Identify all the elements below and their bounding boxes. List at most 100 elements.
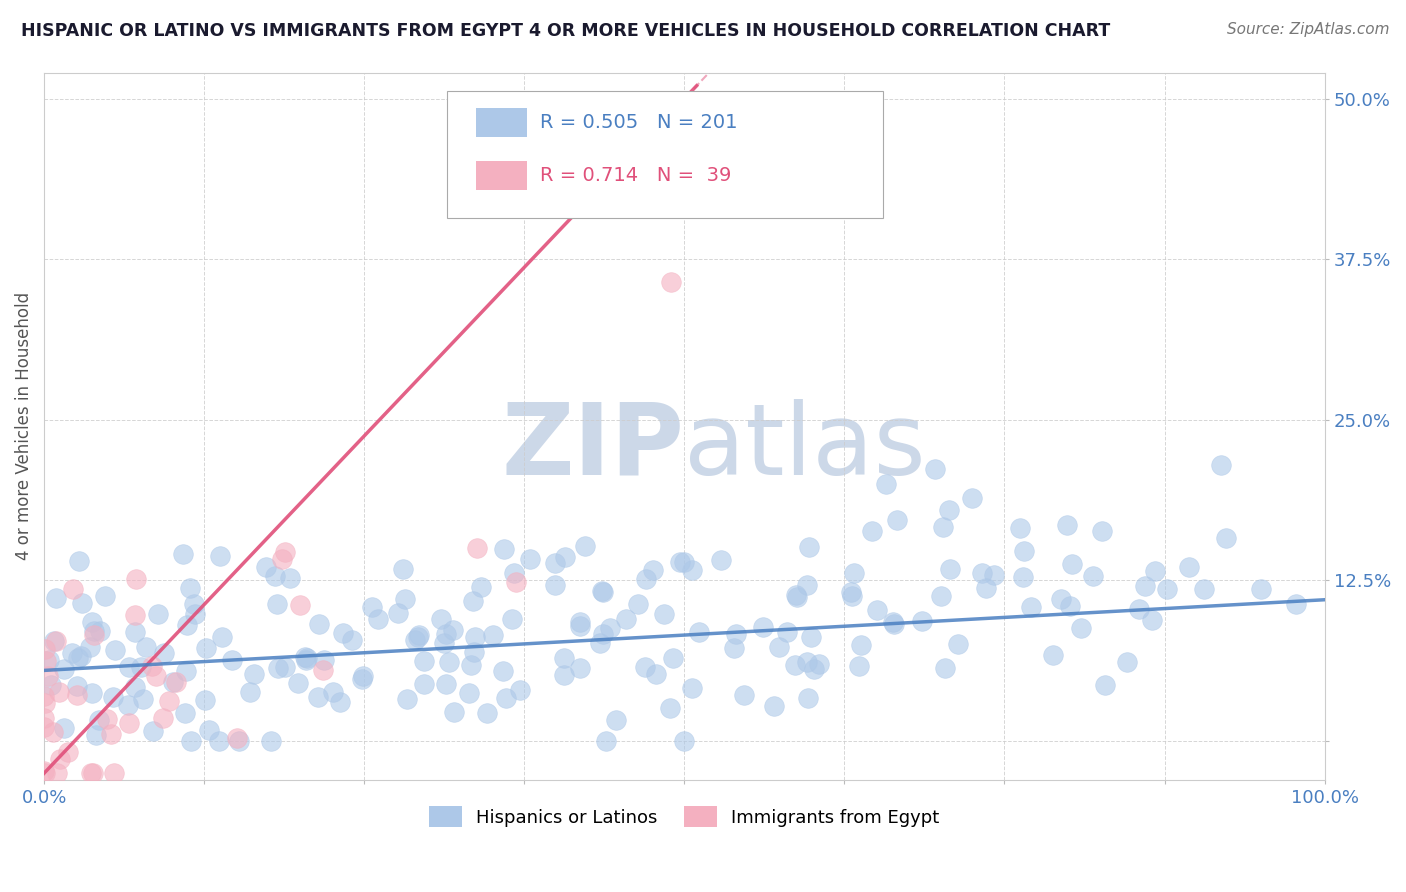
Point (641, 563, 664, 577)
Point (492, 664, 515, 678)
Point (673, 556, 696, 570)
Point (264, 568, 287, 582)
Point (118, 660, 141, 674)
Point (332, 626, 354, 640)
Point (848, 659, 870, 673)
Point (42, 724, 65, 739)
Point (501, 612, 523, 626)
Point (406, 630, 429, 644)
Point (569, 615, 592, 630)
Point (1192, 582, 1215, 597)
Point (924, 462, 946, 476)
Point (32, 764, 55, 778)
Point (554, 550, 576, 565)
Point (34, 711, 56, 725)
Point (1060, 557, 1083, 571)
Point (595, 734, 617, 748)
Point (329, 695, 352, 709)
Point (94, 589, 117, 603)
Point (314, 653, 336, 667)
Point (475, 706, 498, 720)
Point (659, 275, 682, 289)
Point (34, 696, 56, 710)
Point (866, 603, 889, 617)
Point (172, 547, 194, 561)
Point (413, 677, 436, 691)
Point (404, 632, 426, 647)
Point (174, 664, 197, 678)
Point (505, 574, 527, 589)
Point (70, 648, 93, 663)
Point (66, 688, 89, 702)
Point (929, 589, 952, 603)
Point (1094, 678, 1116, 692)
Point (179, 582, 201, 596)
Point (1070, 621, 1092, 635)
Point (80, 615, 103, 629)
Point (439, 655, 461, 669)
Point (724, 626, 747, 640)
FancyBboxPatch shape (475, 161, 527, 190)
Point (280, 571, 302, 585)
Point (934, 661, 956, 675)
Point (141, 659, 163, 673)
FancyBboxPatch shape (475, 108, 527, 136)
Text: atlas: atlas (685, 399, 927, 496)
Point (322, 685, 344, 699)
Point (80, 686, 103, 700)
Point (239, 685, 262, 699)
Point (434, 677, 457, 691)
Point (458, 686, 481, 700)
Point (796, 578, 818, 592)
Point (260, 734, 283, 748)
Point (267, 660, 290, 674)
Point (274, 545, 297, 559)
Point (886, 513, 908, 527)
Point (89, 713, 111, 727)
Point (644, 666, 666, 681)
Point (39, 678, 62, 692)
Point (142, 723, 165, 738)
Point (254, 559, 277, 574)
Point (672, 734, 695, 748)
Point (125, 572, 148, 586)
Point (574, 539, 596, 553)
Point (1140, 613, 1163, 627)
Point (883, 617, 905, 632)
Point (841, 589, 863, 603)
Point (441, 624, 464, 638)
Point (52, 721, 75, 735)
Point (1012, 570, 1035, 584)
Point (803, 662, 825, 676)
Point (79, 640, 101, 654)
Point (1049, 591, 1071, 606)
Point (103, 766, 125, 780)
Point (387, 606, 409, 620)
Point (592, 585, 614, 599)
Point (430, 612, 453, 626)
Point (32, 720, 55, 734)
Point (124, 608, 146, 623)
Point (733, 689, 755, 703)
Point (70, 596, 93, 610)
Point (176, 618, 198, 632)
Point (34, 641, 56, 656)
Point (509, 682, 531, 697)
Point (96, 712, 118, 726)
Point (681, 681, 703, 696)
Point (84, 727, 107, 741)
Point (118, 716, 141, 731)
Point (221, 653, 243, 667)
Point (294, 650, 316, 665)
Point (34, 766, 56, 780)
Point (45, 766, 67, 780)
Point (860, 524, 883, 539)
Point (83, 624, 105, 638)
Point (53, 662, 76, 676)
Point (983, 567, 1005, 582)
Point (627, 597, 650, 611)
Point (849, 639, 872, 653)
Point (768, 640, 790, 654)
Point (1012, 544, 1035, 558)
Point (970, 566, 993, 581)
